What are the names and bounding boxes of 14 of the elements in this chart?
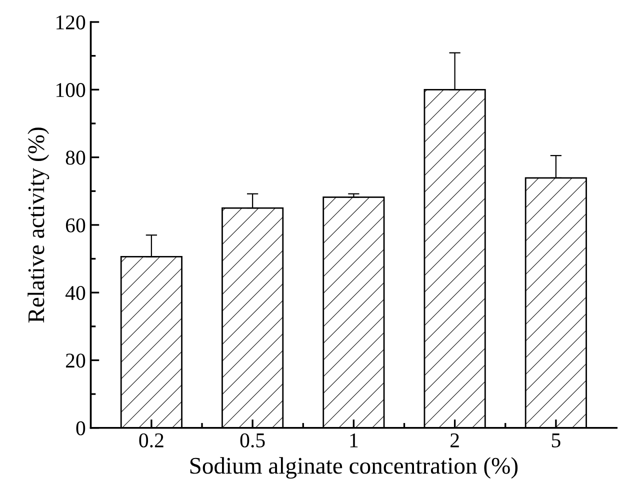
x-axis-title: Sodium alginate concentration (%) (190, 457, 518, 479)
y-axis-title: Relative activity (%) (28, 128, 50, 323)
y-tick-label: 20 (66, 354, 86, 368)
y-tick-label: 100 (56, 83, 86, 98)
y-tick-label: 0 (76, 421, 86, 436)
y-tick-label: 60 (66, 218, 86, 232)
y-tick-label: 120 (56, 15, 86, 30)
y-tick-label: 40 (65, 286, 86, 300)
x-tick-label: 2 (450, 433, 459, 448)
x-tick-label: 0.5 (240, 433, 265, 448)
x-tick-label: 5 (552, 434, 560, 448)
x-tick-label: 0.2 (139, 433, 164, 448)
y-tick-label: 80 (66, 150, 86, 165)
x-tick-label: 1 (350, 433, 358, 448)
